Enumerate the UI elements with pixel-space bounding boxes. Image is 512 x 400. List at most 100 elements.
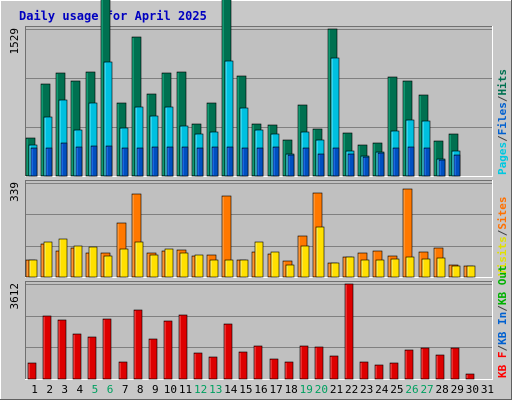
bar xyxy=(133,309,143,380)
day-label: 15 xyxy=(239,383,252,396)
bar xyxy=(332,147,340,177)
day-label: 8 xyxy=(137,383,144,396)
day-label: 12 xyxy=(194,383,207,396)
day-label: 26 xyxy=(405,383,418,396)
day-label: 6 xyxy=(107,383,114,396)
bar xyxy=(390,258,400,278)
day-label: 4 xyxy=(77,383,84,396)
bar xyxy=(270,251,280,278)
day-label: 30 xyxy=(466,383,479,396)
bar xyxy=(238,351,248,380)
day-label: 19 xyxy=(300,383,313,396)
bar xyxy=(179,252,189,278)
bar xyxy=(317,153,325,177)
legend-item: / xyxy=(496,95,509,102)
day-label: 11 xyxy=(179,383,192,396)
day-label: 16 xyxy=(254,383,267,396)
bar xyxy=(314,346,324,380)
bar xyxy=(211,146,219,177)
bar xyxy=(27,362,37,380)
bar xyxy=(166,146,174,177)
bar xyxy=(374,364,384,380)
legend-item: KB Out xyxy=(496,265,509,305)
bar xyxy=(377,152,385,177)
series-pages xyxy=(30,142,461,177)
bar xyxy=(181,146,189,177)
bar xyxy=(360,259,370,278)
bar xyxy=(72,333,82,380)
bar xyxy=(453,154,461,177)
bar xyxy=(73,245,83,278)
bar xyxy=(223,323,233,380)
bar xyxy=(300,245,310,278)
bar xyxy=(151,146,159,177)
day-label: 10 xyxy=(164,383,177,396)
legend-item: KB F xyxy=(496,352,509,379)
axis-max-label-hits: 1529 xyxy=(8,28,21,55)
bar xyxy=(269,358,279,380)
bar xyxy=(287,154,295,177)
bar xyxy=(105,145,113,177)
bar xyxy=(359,361,369,380)
day-label: 13 xyxy=(209,383,222,396)
axis-max-label-visits: 339 xyxy=(8,182,21,202)
day-label: 21 xyxy=(330,383,343,396)
bar xyxy=(224,259,234,278)
bar xyxy=(28,259,38,278)
bar xyxy=(450,347,460,380)
day-label: 5 xyxy=(92,383,99,396)
day-label: 2 xyxy=(46,383,53,396)
bar xyxy=(209,259,219,278)
bar xyxy=(423,147,431,177)
bar xyxy=(178,314,188,380)
bar xyxy=(315,226,325,278)
bar xyxy=(254,241,264,278)
bar xyxy=(420,347,430,380)
bar xyxy=(58,238,68,278)
bar xyxy=(344,283,354,380)
day-labels-group: 1 2 3 4 5 6 7 8 9 10 11 12 13 14 15 16 17 18 19 20 21 22 23 24 2… xyxy=(31,383,494,396)
bar xyxy=(149,254,159,278)
bar xyxy=(345,256,355,278)
bar xyxy=(404,349,414,380)
bar xyxy=(438,159,446,177)
bar xyxy=(256,147,264,177)
bar xyxy=(57,319,67,380)
bar xyxy=(148,338,158,380)
day-label: 25 xyxy=(390,383,403,396)
legend-item: Pages xyxy=(496,142,509,175)
bar xyxy=(330,262,340,278)
bar xyxy=(421,258,431,278)
bar xyxy=(392,147,400,177)
day-label: 31 xyxy=(481,383,494,396)
panels-group: 1529Pages/Files/Hits339Visits/Sites3612K… xyxy=(8,0,509,380)
bar xyxy=(136,147,144,177)
day-label: 9 xyxy=(152,383,159,396)
bar xyxy=(208,356,218,380)
bar xyxy=(285,264,295,278)
series-kb-f xyxy=(27,283,475,380)
bar xyxy=(121,147,129,177)
day-label: 3 xyxy=(61,383,68,396)
bar xyxy=(226,146,234,177)
day-label: 1 xyxy=(31,383,38,396)
bar xyxy=(389,362,399,380)
bar xyxy=(75,146,83,177)
legend-item: Visits xyxy=(496,236,509,276)
legend-item: / xyxy=(496,345,509,352)
series-visits xyxy=(28,226,476,278)
bar xyxy=(347,153,355,177)
bar xyxy=(164,248,174,278)
bar xyxy=(253,345,263,380)
legend-item: / xyxy=(496,229,509,236)
bar xyxy=(272,146,280,177)
legend-item: / xyxy=(496,135,509,142)
bar xyxy=(329,355,339,380)
legend-item: Sites xyxy=(496,197,509,230)
bar xyxy=(134,241,144,278)
bar xyxy=(362,156,370,177)
